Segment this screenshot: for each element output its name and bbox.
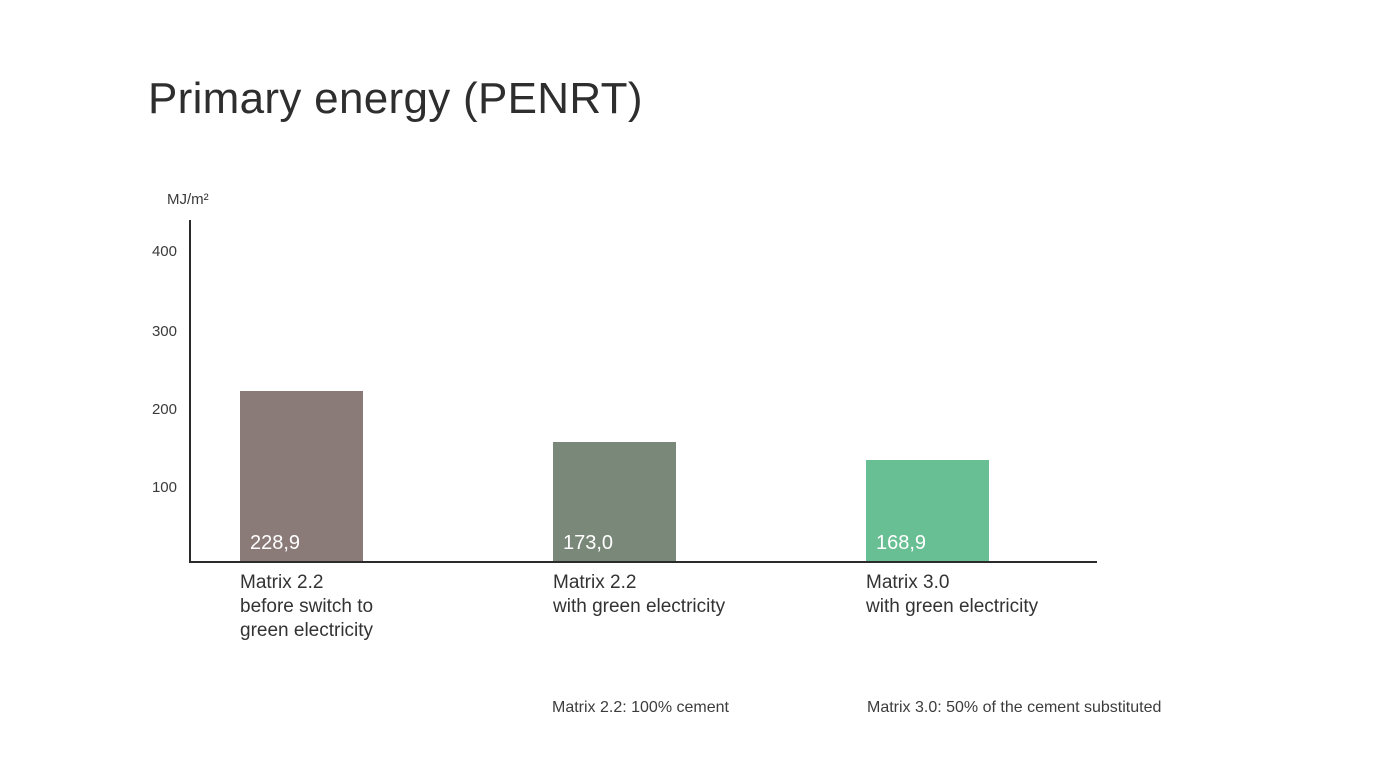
category-label: Matrix 3.0 with green electricity <box>866 571 1038 619</box>
category-label: Matrix 2.2 with green electricity <box>553 571 725 619</box>
y-tick-label: 300 <box>151 323 177 340</box>
category-label-line: green electricity <box>240 620 374 641</box>
bar-value-label: 228,9 <box>250 532 301 554</box>
category-label-line: Matrix 2.2 <box>553 572 637 593</box>
category-label-line: before switch to <box>240 596 374 617</box>
y-tick-label: 200 <box>151 401 177 418</box>
x-axis-line <box>189 561 1097 563</box>
bar: 228,9 <box>240 391 363 561</box>
category-label-line: with green electricity <box>553 596 726 617</box>
category-label-line: Matrix 2.2 <box>240 572 324 593</box>
bar-value-label: 168,9 <box>876 532 927 554</box>
bar: 168,9 <box>866 460 989 561</box>
category-label: Matrix 2.2 before switch to green electric… <box>240 571 373 643</box>
y-tick-label: 100 <box>151 479 177 496</box>
category-label-line: with green electricity <box>866 596 1039 617</box>
footnote-matrix-2-2: Matrix 2.2: 100% cement <box>552 699 729 716</box>
category-label-line: Matrix 3.0 <box>866 572 950 593</box>
y-axis-line <box>189 220 191 563</box>
bar: 173,0 <box>553 442 676 561</box>
page-title: Primary energy (PENRT) <box>148 74 643 123</box>
y-tick-label: 400 <box>151 243 177 260</box>
footnote-matrix-3-0: Matrix 3.0: 50% of the cement substitute… <box>867 699 1162 716</box>
bar-value-label: 173,0 <box>563 532 614 554</box>
y-axis-unit-label: MJ/m² <box>167 191 209 208</box>
